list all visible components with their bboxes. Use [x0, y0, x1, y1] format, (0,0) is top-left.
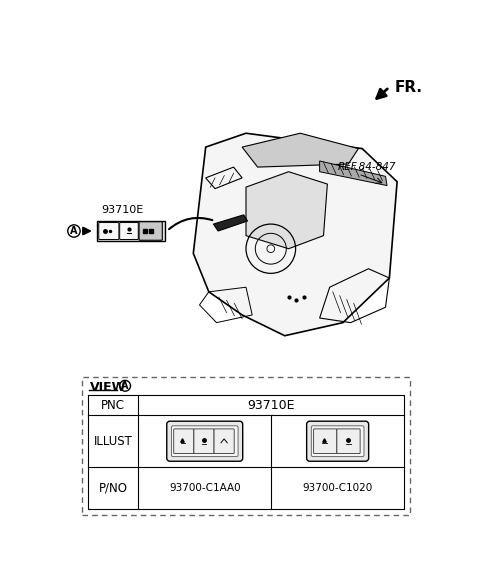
FancyBboxPatch shape [167, 421, 243, 461]
FancyBboxPatch shape [174, 429, 194, 454]
Polygon shape [193, 133, 397, 336]
FancyBboxPatch shape [194, 429, 214, 454]
Text: 93700-C1020: 93700-C1020 [302, 483, 373, 493]
FancyBboxPatch shape [171, 426, 238, 457]
FancyBboxPatch shape [337, 429, 360, 454]
FancyBboxPatch shape [139, 222, 162, 240]
Text: A: A [121, 381, 129, 391]
Text: 93710E: 93710E [247, 398, 295, 412]
FancyBboxPatch shape [312, 426, 364, 457]
FancyBboxPatch shape [120, 223, 138, 239]
Polygon shape [320, 161, 387, 186]
Text: VIEW: VIEW [89, 381, 126, 394]
Polygon shape [242, 133, 359, 167]
FancyBboxPatch shape [214, 429, 234, 454]
Polygon shape [97, 221, 166, 241]
Polygon shape [214, 215, 248, 231]
Text: PNC: PNC [101, 398, 125, 412]
FancyBboxPatch shape [313, 429, 337, 454]
Text: A: A [70, 226, 78, 236]
Text: ILLUST: ILLUST [94, 434, 132, 448]
FancyBboxPatch shape [99, 223, 119, 239]
Text: P/NO: P/NO [98, 482, 128, 495]
Text: FR.: FR. [395, 79, 423, 95]
Text: REF.84-847: REF.84-847 [337, 162, 396, 172]
Text: 93710E: 93710E [101, 205, 144, 215]
Polygon shape [246, 172, 327, 249]
FancyBboxPatch shape [307, 421, 369, 461]
Text: 93700-C1AA0: 93700-C1AA0 [169, 483, 240, 493]
